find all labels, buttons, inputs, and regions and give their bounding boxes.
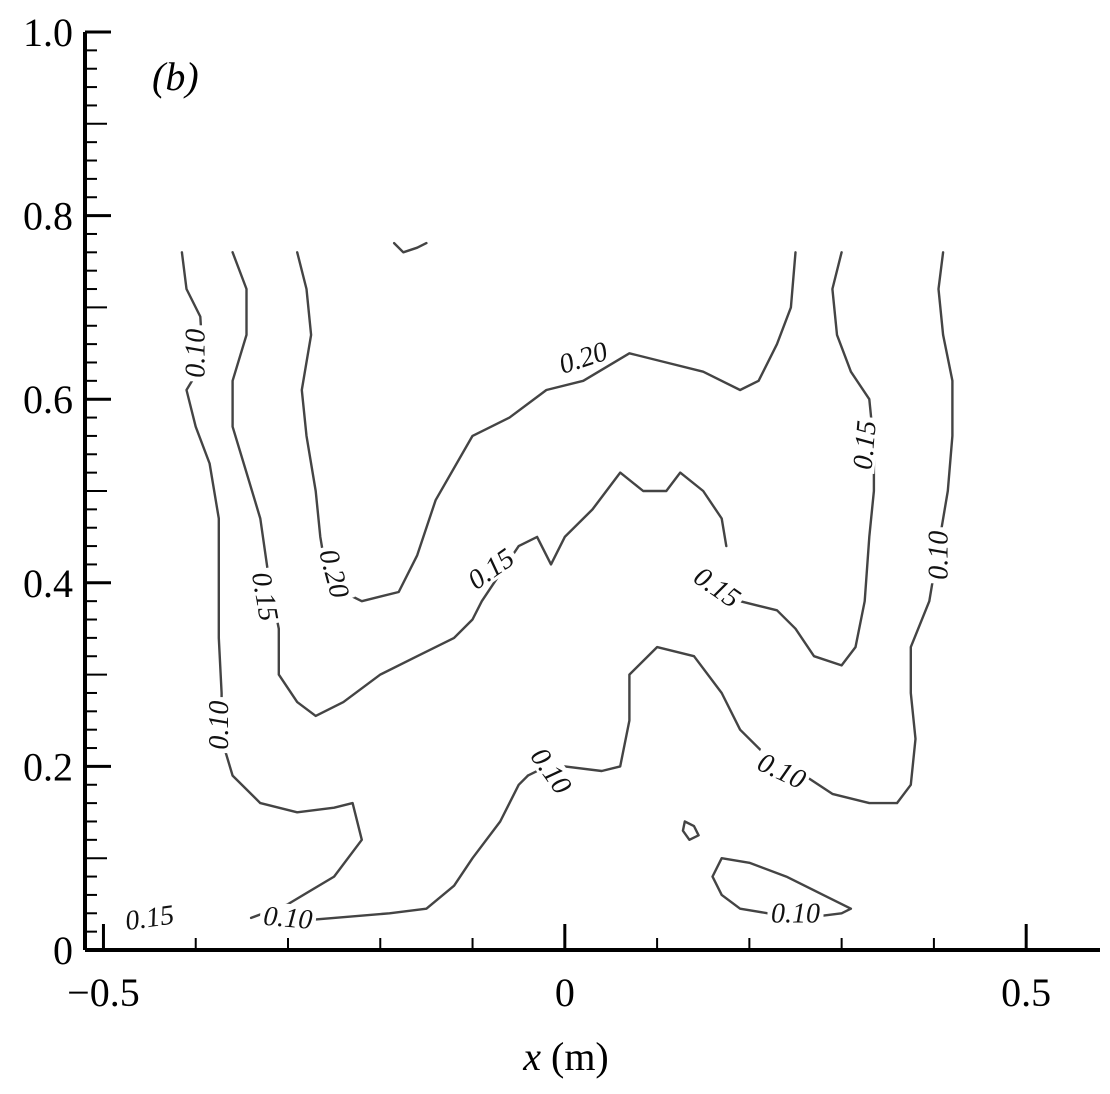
contour-label-bg	[767, 899, 824, 926]
contour-label-11: 0.10	[924, 531, 955, 580]
contour-line-3	[738, 251, 876, 667]
contour-label-bg	[248, 566, 284, 627]
contour-label-13: 0.10	[771, 898, 820, 929]
contour-label-6: 0.20	[555, 336, 611, 381]
contour-label-bg	[119, 900, 179, 934]
contour-lines	[180, 241, 954, 924]
x-tick-label-1: 0	[555, 970, 575, 1015]
contour-line-5	[277, 774, 530, 924]
contour-line-4	[526, 251, 954, 805]
y-tick-label-4: 0.8	[23, 194, 73, 239]
contour-label-bg	[259, 901, 318, 933]
contour-label-4: 0.15	[123, 900, 176, 938]
y-tick-label-0: 0	[53, 928, 73, 973]
y-tick-label-5: 1.0	[23, 10, 73, 55]
contour-label-bg	[460, 541, 521, 595]
x-axis-variable: x	[522, 1034, 541, 1079]
contour-label-0: 0.10	[181, 329, 212, 378]
axes: 00.20.40.60.81.0−0.5 0 0.5	[23, 10, 1100, 1015]
contour-line-1	[231, 251, 728, 718]
contour-labels: 0.100.15 0.200.100.15 0.100.200.15 0.150.10…	[119, 325, 955, 938]
panel-label: (b)	[152, 54, 199, 99]
contour-label-bg	[687, 559, 749, 614]
x-axis-title: x (m)	[522, 1034, 609, 1079]
y-tick-label-2: 0.4	[23, 561, 73, 606]
contour-label-5: 0.10	[262, 901, 314, 936]
contour-line-7	[392, 241, 428, 254]
contour-label-bg	[315, 542, 355, 604]
contour-line-8	[681, 820, 700, 841]
y-tick-label-1: 0.2	[23, 744, 73, 789]
y-tick-label-3: 0.6	[23, 377, 73, 422]
contour-label-10: 0.15	[848, 419, 883, 471]
contour-line-2	[296, 251, 797, 603]
contour-label-2: 0.20	[312, 546, 355, 601]
contour-label-bg	[751, 746, 813, 794]
contour-label-1: 0.15	[245, 570, 284, 624]
contour-label-bg	[525, 740, 579, 801]
x-tick-label-0: −0.5	[67, 970, 140, 1015]
contour-label-bg	[924, 527, 951, 584]
contour-label-3: 0.10	[204, 701, 235, 750]
x-tick-label-2: 0.5	[1001, 970, 1051, 1015]
contour-label-bg	[204, 697, 231, 754]
contour-label-bg	[181, 325, 208, 382]
contour-label-bg	[848, 415, 880, 475]
x-axis-unit: (m)	[541, 1034, 609, 1079]
contour-label-bg	[552, 335, 614, 378]
